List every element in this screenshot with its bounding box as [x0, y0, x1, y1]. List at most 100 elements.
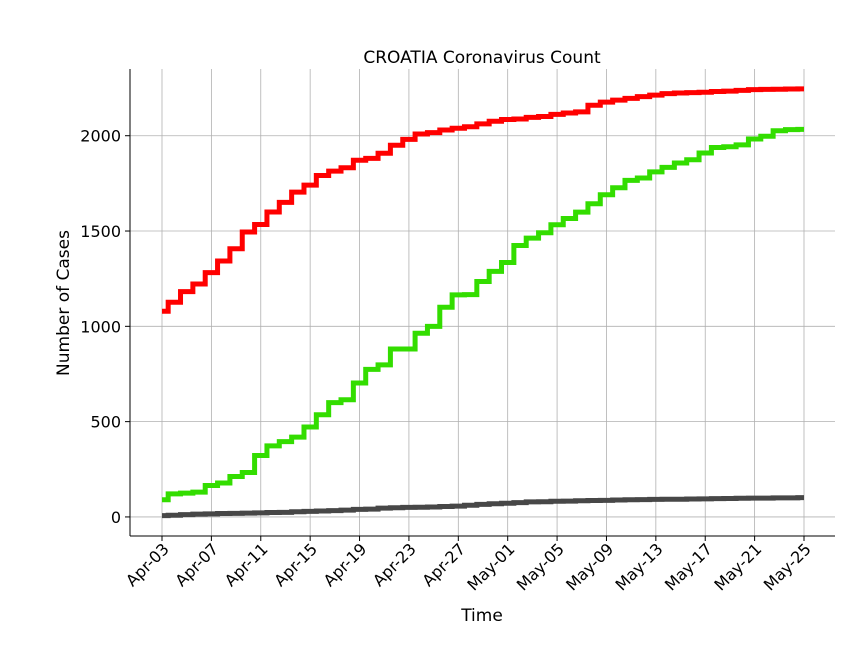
data-point: [246, 471, 250, 475]
x-tick-label: Apr-19: [320, 539, 371, 590]
data-point: [753, 88, 757, 92]
data-point: [617, 186, 621, 190]
data-point: [679, 91, 683, 95]
data-point: [308, 509, 312, 513]
data-point: [740, 143, 744, 147]
data-point: [666, 165, 670, 169]
x-tick-label: May-21: [710, 539, 765, 594]
x-tick-label: May-09: [562, 539, 617, 594]
data-point: [185, 513, 189, 517]
data-point: [345, 398, 349, 402]
data-point: [580, 499, 584, 503]
data-point: [419, 132, 423, 136]
x-tick-label: Apr-11: [221, 539, 272, 590]
data-point: [506, 260, 510, 264]
data-point: [469, 503, 473, 507]
data-point: [432, 324, 436, 328]
data-point: [283, 510, 287, 514]
data-point: [234, 475, 238, 479]
data-point: [370, 156, 374, 160]
data-point: [234, 247, 238, 251]
data-point: [728, 496, 732, 500]
data-point: [432, 131, 436, 135]
data-point: [567, 499, 571, 503]
data-point: [222, 481, 226, 485]
data-point: [222, 512, 226, 516]
data-point: [197, 490, 201, 494]
data-point: [345, 508, 349, 512]
data-point: [555, 112, 559, 116]
data-point: [777, 129, 781, 133]
data-point: [802, 127, 806, 131]
data-point: [185, 491, 189, 495]
data-point: [716, 146, 720, 150]
x-tick-label: Apr-15: [270, 539, 321, 590]
data-point: [642, 95, 646, 99]
data-point: [518, 501, 522, 505]
data-point: [456, 293, 460, 297]
data-point: [222, 259, 226, 263]
data-point: [370, 507, 374, 511]
data-point: [481, 280, 485, 284]
data-point: [493, 119, 497, 123]
data-point: [604, 100, 608, 104]
data-point: [765, 87, 769, 91]
data-point: [456, 126, 460, 130]
chart-title: CROATIA Coronavirus Count: [363, 48, 601, 68]
data-point: [802, 87, 806, 91]
data-point: [370, 367, 374, 371]
data-point: [209, 271, 213, 275]
data-point: [654, 170, 658, 174]
data-point: [629, 498, 633, 502]
data-point: [518, 117, 522, 121]
data-point: [481, 502, 485, 506]
data-point: [419, 505, 423, 509]
x-tick-label: May-01: [463, 539, 518, 594]
data-point: [604, 498, 608, 502]
data-point: [209, 483, 213, 487]
x-tick-label: May-13: [612, 539, 667, 594]
data-point: [703, 90, 707, 94]
data-point: [259, 511, 263, 515]
data-point: [358, 158, 362, 162]
data-point: [358, 381, 362, 385]
data-point: [271, 444, 275, 448]
data-point: [321, 413, 325, 417]
data-point: [765, 134, 769, 138]
data-point: [444, 305, 448, 309]
data-point: [333, 169, 337, 173]
y-tick-label: 1000: [80, 317, 121, 336]
data-point: [666, 92, 670, 96]
data-point: [802, 496, 806, 500]
data-point: [790, 128, 794, 132]
data-point: [172, 492, 176, 496]
x-tick-label: Apr-23: [369, 539, 420, 590]
data-point: [345, 166, 349, 170]
x-tick-label: Apr-03: [122, 539, 173, 590]
data-point: [777, 496, 781, 500]
series-line-1: [162, 86, 804, 314]
series-line-2: [162, 126, 804, 503]
data-point: [321, 509, 325, 513]
data-point: [580, 210, 584, 214]
data-point: [703, 497, 707, 501]
data-point: [592, 499, 596, 503]
data-point: [716, 89, 720, 93]
data-point: [518, 244, 522, 248]
data-point: [493, 269, 497, 273]
data-point: [308, 425, 312, 429]
data-point: [160, 309, 164, 313]
data-point: [555, 499, 559, 503]
data-point: [382, 506, 386, 510]
data-point: [444, 128, 448, 132]
y-axis-title: Number of Cases: [54, 230, 74, 376]
series-line-3: [162, 495, 804, 519]
data-point: [691, 497, 695, 501]
data-point: [456, 504, 460, 508]
data-point: [790, 87, 794, 91]
data-point: [691, 158, 695, 162]
data-point: [765, 496, 769, 500]
data-point: [629, 178, 633, 182]
data-point: [654, 497, 658, 501]
data-point: [259, 223, 263, 227]
